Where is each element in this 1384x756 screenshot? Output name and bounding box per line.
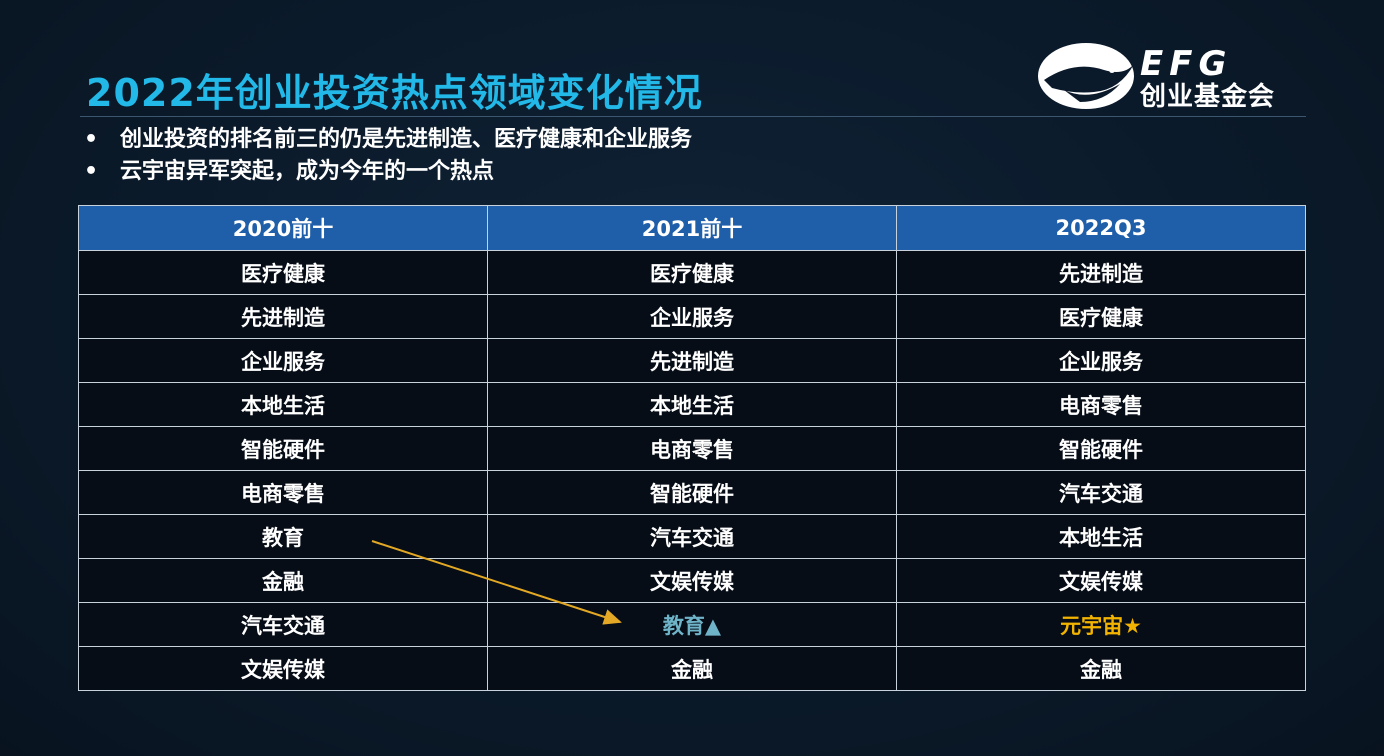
cell-2020: 企业服务 — [78, 338, 488, 383]
table-row: 教育 汽车交通 本地生活 — [78, 514, 1306, 559]
bullet-item: • 创业投资的排名前三的仍是先进制造、医疗健康和企业服务 — [84, 124, 692, 156]
cell-2021: 智能硬件 — [487, 470, 897, 515]
cell-2022q3: 元宇宙★ — [896, 602, 1306, 647]
cell-2022q3: 先进制造 — [896, 250, 1306, 295]
ranking-table: 2020前十 2021前十 2022Q3 医疗健康 医疗健康 先进制造 先进制造 企业服… — [78, 205, 1306, 691]
logo-name: 创业基金会 — [1140, 82, 1276, 112]
column-header-2021: 2021前十 — [487, 205, 897, 251]
bullet-dot: • — [84, 159, 99, 184]
cell-2020: 金融 — [78, 558, 488, 603]
cell-2021: 文娱传媒 — [487, 558, 897, 603]
cell-2022q3: 电商零售 — [896, 382, 1306, 427]
bullet-text: 云宇宙异军突起，成为今年的一个热点 — [120, 159, 495, 184]
cell-2022q3: 金融 — [896, 646, 1306, 691]
bullet-list: • 创业投资的排名前三的仍是先进制造、医疗健康和企业服务 • 云宇宙异军突起，成为今… — [84, 124, 692, 188]
table-row: 智能硬件 电商零售 智能硬件 — [78, 426, 1306, 471]
cell-2020: 医疗健康 — [78, 250, 488, 295]
cell-2021: 汽车交通 — [487, 514, 897, 559]
table-body: 医疗健康 医疗健康 先进制造 先进制造 企业服务 医疗健康 企业服务 先进制造 企业服务 本地生活… — [78, 250, 1306, 691]
cell-2021: 先进制造 — [487, 338, 897, 383]
bullet-text: 创业投资的排名前三的仍是先进制造、医疗健康和企业服务 — [120, 127, 693, 152]
table-row: 文娱传媒 金融 金融 — [78, 646, 1306, 691]
table-row: 企业服务 先进制造 企业服务 — [78, 338, 1306, 383]
eagle-logo-icon — [1038, 43, 1134, 109]
cell-2022q3: 医疗健康 — [896, 294, 1306, 339]
column-header-2020: 2020前十 — [78, 205, 488, 251]
table-row: 先进制造 企业服务 医疗健康 — [78, 294, 1306, 339]
cell-2022q3: 汽车交通 — [896, 470, 1306, 515]
cell-2022q3: 本地生活 — [896, 514, 1306, 559]
page-title: 2022年创业投资热点领域变化情况 — [86, 71, 703, 115]
cell-2021: 企业服务 — [487, 294, 897, 339]
bullet-item: • 云宇宙异军突起，成为今年的一个热点 — [84, 156, 692, 188]
cell-2020: 智能硬件 — [78, 426, 488, 471]
table-row: 医疗健康 医疗健康 先进制造 — [78, 250, 1306, 295]
table-row: 金融 文娱传媒 文娱传媒 — [78, 558, 1306, 603]
cell-2021: 医疗健康 — [487, 250, 897, 295]
cell-2021: 本地生活 — [487, 382, 897, 427]
cell-2022q3: 文娱传媒 — [896, 558, 1306, 603]
table-row: 本地生活 本地生活 电商零售 — [78, 382, 1306, 427]
bullet-dot: • — [84, 127, 99, 152]
table-row: 电商零售 智能硬件 汽车交通 — [78, 470, 1306, 515]
cell-2020: 汽车交通 — [78, 602, 488, 647]
cell-2021: 电商零售 — [487, 426, 897, 471]
title-divider — [80, 116, 1306, 117]
table-row: 汽车交通 教育▲ 元宇宙★ — [78, 602, 1306, 647]
cell-2022q3: 企业服务 — [896, 338, 1306, 383]
cell-2022q3: 智能硬件 — [896, 426, 1306, 471]
logo-brand: EFG — [1140, 44, 1233, 84]
cell-2021: 教育▲ — [487, 602, 897, 647]
cell-2021: 金融 — [487, 646, 897, 691]
cell-2020: 先进制造 — [78, 294, 488, 339]
cell-2020: 文娱传媒 — [78, 646, 488, 691]
table-header-row: 2020前十 2021前十 2022Q3 — [78, 205, 1306, 251]
cell-2020: 教育 — [78, 514, 488, 559]
cell-2020: 电商零售 — [78, 470, 488, 515]
column-header-2022q3: 2022Q3 — [896, 205, 1306, 251]
cell-2020: 本地生活 — [78, 382, 488, 427]
